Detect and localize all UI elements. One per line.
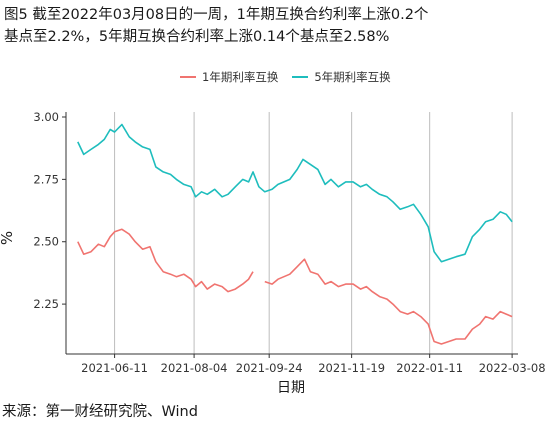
- legend-label-5y: 5年期利率互换: [314, 70, 391, 84]
- x-tick-label-3: 2021-11-19: [318, 361, 385, 375]
- x-tick-label-0: 2021-06-11: [81, 361, 148, 375]
- x-tick-label-1: 2021-08-04: [161, 361, 228, 375]
- x-tick-label-5: 2022-03-08: [479, 361, 546, 375]
- chart-legend: 1年期利率互换 5年期利率互换: [180, 66, 405, 88]
- grid-layer: [114, 112, 513, 354]
- y-tick-label-2: 2.75: [33, 172, 59, 186]
- x-tick-label-2: 2021-09-24: [236, 361, 303, 375]
- x-axis-label: 日期: [277, 380, 305, 396]
- axis-layer: 2021-06-11 2021-08-04 2021-09-24 2021-11-19…: [33, 110, 545, 375]
- y-tick-label-0: 2.25: [33, 297, 59, 311]
- y-tick-label-3: 3.00: [33, 110, 59, 124]
- series-line-5y: [77, 123, 513, 263]
- legend-item-1y: 1年期利率互换: [180, 69, 278, 85]
- y-tick-label-1: 2.50: [33, 235, 59, 249]
- source-note: 来源：第一财经研究院、Wind: [2, 404, 198, 420]
- chart-title: 图5 截至2022年03月08日的一周，1年期互换合约利率上涨0.2个 基点至2…: [4, 4, 546, 48]
- title-line-1: 图5 截至2022年03月08日的一周，1年期互换合约利率上涨0.2个: [4, 7, 429, 23]
- legend-item-5y: 5年期利率互换: [292, 69, 391, 85]
- y-axis-label: %: [0, 231, 16, 245]
- legend-swatch-5y: [292, 76, 309, 78]
- series-layer: [77, 123, 513, 345]
- x-tick-label-4: 2022-01-11: [396, 361, 463, 375]
- legend-label-1y: 1年期利率互换: [202, 70, 279, 84]
- legend-swatch-1y: [180, 76, 196, 78]
- title-line-2: 基点至2.2%，5年期互换合约利率上涨0.14个基点至2.58%: [4, 29, 390, 45]
- series-line-1y: [77, 228, 513, 345]
